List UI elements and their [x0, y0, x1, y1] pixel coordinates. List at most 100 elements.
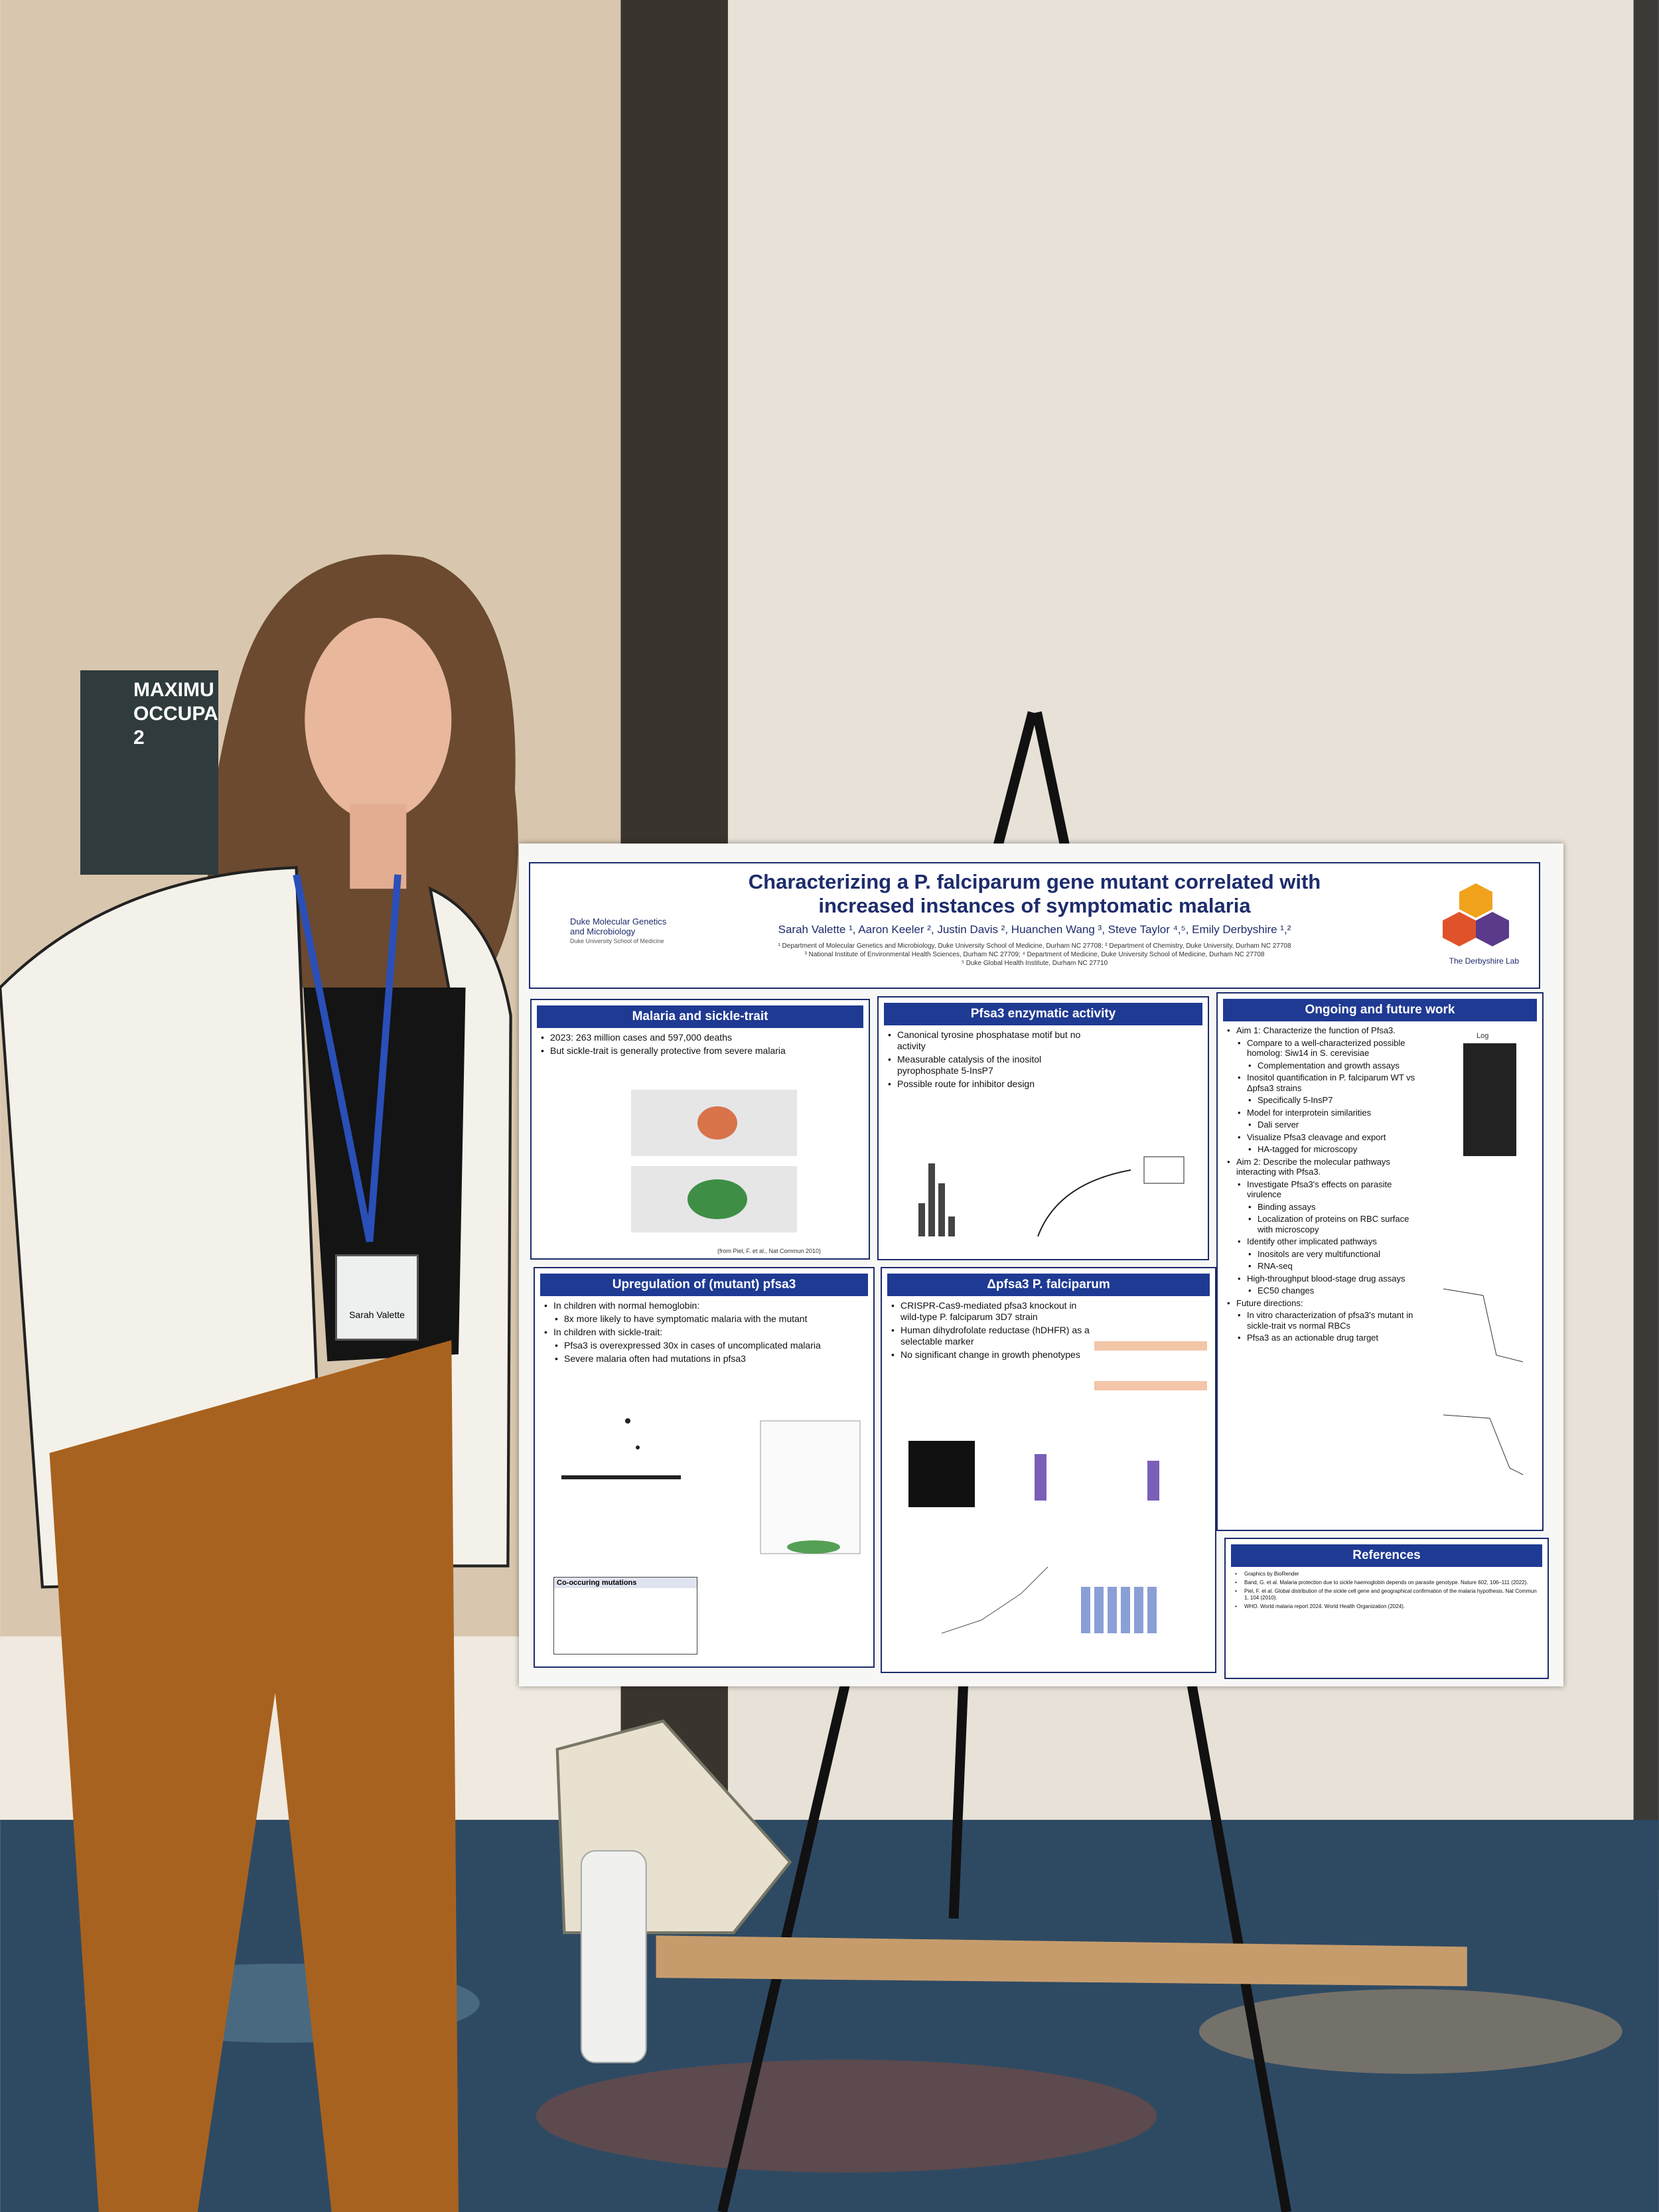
- bullet-item: Pfsa3 is overexpressed 30x in cases of u…: [555, 1340, 867, 1351]
- sign-line: 2: [133, 727, 145, 749]
- bar-shape: [1108, 1587, 1117, 1633]
- construct-diagram: [1094, 1341, 1207, 1390]
- bullet-item: In vitro characterization of pfsa3's mut…: [1238, 1310, 1426, 1331]
- bar-shape: [1081, 1587, 1090, 1633]
- bullet-item: But sickle-trait is generally protective…: [541, 1045, 862, 1057]
- structure-box: [1143, 1156, 1185, 1184]
- hexagon: [1459, 883, 1492, 918]
- bullet-item: 8x more likely to have symptomatic malar…: [555, 1313, 867, 1325]
- panel-heading: Ongoing and future work: [1223, 999, 1537, 1021]
- bullet-item: Specifically 5-InsP7: [1248, 1095, 1426, 1106]
- knockout-figures: [908, 1441, 1159, 1634]
- pants: [49, 1340, 459, 2212]
- histogram: [918, 1163, 955, 1236]
- hexagon: [1476, 912, 1509, 946]
- bar-shape: [1035, 1454, 1046, 1501]
- bullet-item: Localization of proteins on RBC surface …: [1248, 1214, 1426, 1234]
- affiliation: ¹ Department of Molecular Genetics and M…: [778, 942, 1291, 950]
- title-line: increased instances of symptomatic malar…: [818, 894, 1251, 917]
- bullet-item: Aim 1: Characterize the function of Pfsa…: [1227, 1025, 1426, 1036]
- sign-line: OCCUPA: [133, 703, 218, 725]
- panel: Upregulation of (mutant) pfsa3 In childr…: [534, 1267, 875, 1668]
- mutations-box: Co-occuring mutations: [553, 1577, 697, 1655]
- upregulation-figures: [561, 1418, 861, 1554]
- bar-shape: [928, 1163, 935, 1236]
- bullet-item: Possible route for inhibitor design: [888, 1078, 1087, 1090]
- panel-heading: Pfsa3 enzymatic activity: [884, 1003, 1202, 1025]
- authors: Sarah Valette ¹, Aaron Keeler ², Justin …: [778, 923, 1291, 936]
- poster-tube: [656, 1935, 1467, 1986]
- affiliations: ¹ Department of Molecular Genetics and M…: [676, 942, 1393, 968]
- gene-construct: [1094, 1341, 1207, 1351]
- bullet-item: High-throughput blood-stage drug assays: [1238, 1274, 1426, 1284]
- growth-curve: [941, 1566, 1048, 1634]
- bullet-item: Human dihydrofolate reductase (hDHFR) as…: [891, 1325, 1090, 1347]
- bullet-item: Inositol quantification in P. falciparum…: [1238, 1072, 1426, 1093]
- map-hotspot: [697, 1106, 737, 1140]
- panel-heading: Upregulation of (mutant) pfsa3: [540, 1274, 868, 1296]
- right-edge: [1633, 0, 1659, 1891]
- title-line: Characterizing a P. falciparum gene muta…: [748, 870, 1321, 893]
- sign-line: MAXIMU: [133, 679, 214, 701]
- logo-text: Duke Molecular Genetics: [570, 917, 667, 926]
- panel: Pfsa3 enzymatic activity Canonical tyros…: [877, 996, 1209, 1260]
- bar-shape: [938, 1183, 945, 1236]
- bullet-item: EC50 changes: [1248, 1286, 1426, 1296]
- map-hotspot: [687, 1179, 747, 1219]
- bullet-list: CRISPR-Cas9-mediated pfsa3 knockout in w…: [891, 1300, 1090, 1361]
- easel-leg: [991, 711, 1038, 855]
- bullet-item: Band, G. et al. Malaria protection due t…: [1235, 1580, 1541, 1586]
- spot-assay: [1463, 1043, 1516, 1156]
- caption: Log: [1477, 1032, 1489, 1040]
- easel-leg: [1032, 711, 1072, 855]
- bullet-list: Aim 1: Characterize the function of Pfsa…: [1227, 1025, 1426, 1343]
- bullet-item: Piel, F. et al. Global distribution of t…: [1235, 1588, 1541, 1601]
- carpet-pattern: [1198, 1989, 1623, 2074]
- bullet-item: HA-tagged for microscopy: [1248, 1144, 1426, 1155]
- bullet-item: Measurable catalysis of the inositol pyr…: [888, 1054, 1087, 1076]
- face: [305, 618, 452, 822]
- viability-curve: [1443, 1288, 1524, 1363]
- bullet-item: Compare to a well-characterized possible…: [1238, 1038, 1426, 1059]
- bullet-item: WHO. World malaria report 2024. World He…: [1235, 1603, 1541, 1610]
- bullet-item: Canonical tyrosine phosphatase motif but…: [888, 1029, 1087, 1052]
- volcano-plot: [760, 1420, 861, 1554]
- bullet-item: Aim 2: Describe the molecular pathways i…: [1227, 1157, 1426, 1177]
- stacked-bars: [1081, 1587, 1157, 1633]
- caption: (from Piel, F. et al., Nat Commun 2010): [717, 1248, 822, 1254]
- panel: Δpfsa3 P. falciparum CRISPR-Cas9-mediate…: [881, 1267, 1216, 1673]
- water-bottle: [580, 1850, 647, 2063]
- lanyard: [293, 873, 401, 1242]
- bar-shape: [948, 1217, 955, 1236]
- name-badge: Sarah Valette: [335, 1254, 419, 1341]
- logo-text: and Microbiology: [570, 926, 636, 936]
- bullet-item: No significant change in growth phenotyp…: [891, 1349, 1090, 1361]
- occupancy-sign: MAXIMU OCCUPA 2: [80, 670, 218, 875]
- lab-logo: [1443, 883, 1509, 946]
- bar-shape: [1094, 1587, 1104, 1633]
- bullet-item: In children with normal hemoglobin:: [544, 1300, 867, 1311]
- bullet-item: Model for interprotein similarities: [1238, 1108, 1426, 1118]
- point-shape: [625, 1418, 630, 1424]
- panel-heading: Malaria and sickle-trait: [537, 1005, 863, 1028]
- lab-name: The Derbyshire Lab: [1449, 956, 1519, 966]
- bullet-item: In children with sickle-trait:: [544, 1327, 867, 1338]
- bullet-item: Pfsa3 as an actionable drug target: [1238, 1333, 1426, 1343]
- gel-image: [908, 1441, 975, 1507]
- panel-heading: Δpfsa3 P. falciparum: [887, 1274, 1210, 1296]
- bullet-list: In children with normal hemoglobin: 8x mo…: [544, 1300, 867, 1364]
- panel: References Graphics by BioRender Band, G.…: [1224, 1538, 1549, 1679]
- poster-header: Duke Molecular Genetics and Microbiology…: [529, 862, 1540, 989]
- affiliation: ⁵ Duke Global Health Institute, Durham N…: [961, 960, 1108, 967]
- hexagon: [1443, 912, 1476, 946]
- bar-shape: [1121, 1587, 1130, 1633]
- affiliation: ³ National Institute of Environmental He…: [804, 951, 1265, 958]
- poster: Duke Molecular Genetics and Microbiology…: [519, 844, 1563, 1686]
- viability-curve: [1443, 1414, 1524, 1475]
- gene-construct: [1094, 1381, 1207, 1390]
- bullet-item: Visualize Pfsa3 cleavage and export: [1238, 1132, 1426, 1143]
- bullet-item: 2023: 263 million cases and 597,000 deat…: [541, 1032, 862, 1043]
- bar-shape: [1134, 1587, 1143, 1633]
